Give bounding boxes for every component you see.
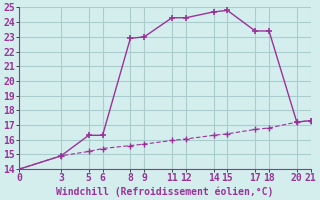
X-axis label: Windchill (Refroidissement éolien,°C): Windchill (Refroidissement éolien,°C) <box>56 186 274 197</box>
